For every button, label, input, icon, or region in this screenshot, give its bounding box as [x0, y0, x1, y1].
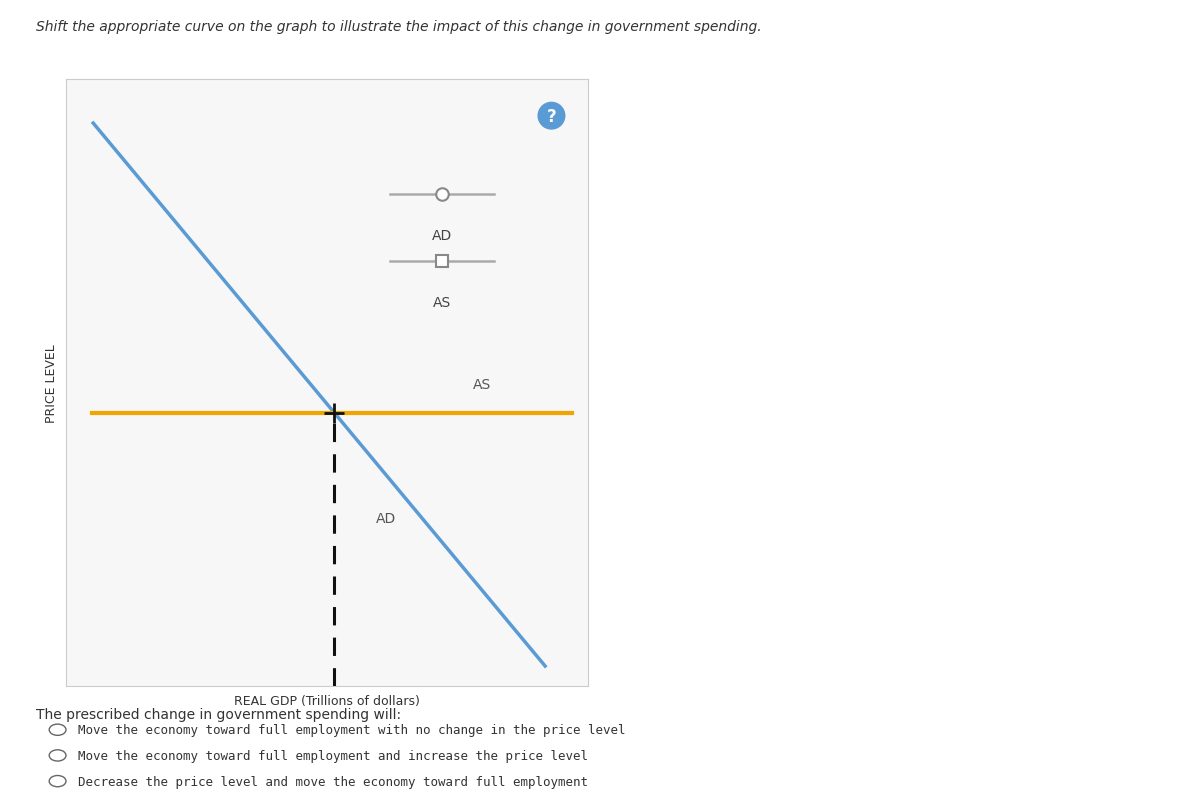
Text: ?: ?: [546, 107, 557, 126]
Text: Decrease the price level and move the economy toward full employment: Decrease the price level and move the ec…: [78, 775, 588, 788]
Text: The prescribed change in government spending will:: The prescribed change in government spen…: [36, 707, 401, 721]
Text: Move the economy toward full employment with no change in the price level: Move the economy toward full employment …: [78, 723, 625, 736]
Text: AD: AD: [432, 229, 452, 242]
Text: Move the economy toward full employment and increase the price level: Move the economy toward full employment …: [78, 749, 588, 762]
Text: Shift the appropriate curve on the graph to illustrate the impact of this change: Shift the appropriate curve on the graph…: [36, 20, 762, 34]
Y-axis label: PRICE LEVEL: PRICE LEVEL: [44, 343, 58, 423]
Text: AD: AD: [376, 511, 396, 525]
Text: AS: AS: [473, 378, 492, 392]
X-axis label: REAL GDP (Trillions of dollars): REAL GDP (Trillions of dollars): [234, 694, 420, 707]
Text: AS: AS: [433, 295, 451, 309]
